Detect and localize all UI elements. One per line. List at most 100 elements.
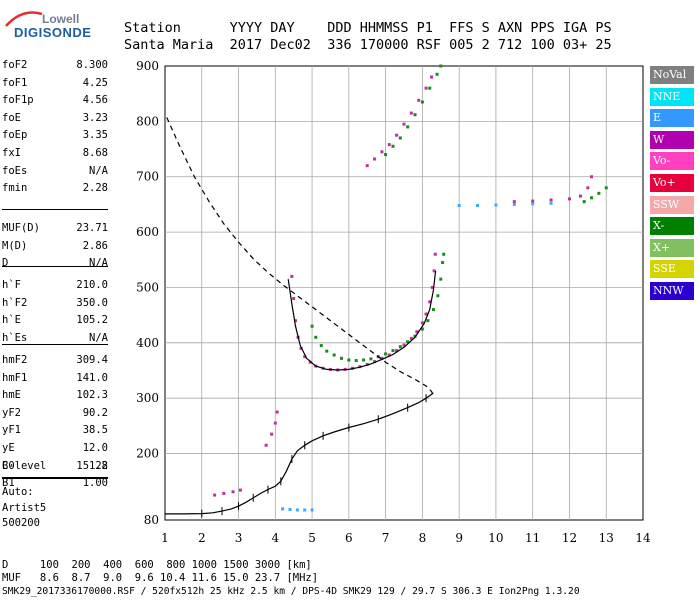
legend-item: NoVal (650, 66, 694, 84)
x-tick-label: 9 (455, 531, 463, 545)
legend-item: NNW (650, 282, 694, 300)
y-tick-label: 900 (136, 59, 159, 73)
data-point (290, 274, 294, 278)
data-point (476, 204, 480, 208)
data-point (567, 197, 571, 201)
param-row: foF2 8.300 (2, 59, 108, 73)
param-value: 22 (95, 460, 108, 472)
param-value: 38.5 (82, 424, 108, 437)
legend-item: X+ (650, 238, 694, 257)
data-point (439, 277, 443, 281)
legend-item: Vo+ (650, 174, 694, 192)
x-tick-label: 5 (308, 531, 316, 545)
header-line-2: Santa Maria 2017 Dec02 336 170000 RSF 00… (124, 37, 612, 53)
param-value: 141.0 (76, 371, 108, 384)
param-value: 8.300 (76, 59, 108, 71)
y-tick-label: 600 (136, 225, 159, 239)
data-point (319, 344, 323, 348)
param-label: yE (2, 442, 15, 454)
param-divider (2, 477, 108, 478)
data-point (436, 294, 440, 298)
data-point (428, 86, 432, 90)
data-point (431, 308, 435, 312)
data-point (292, 297, 296, 301)
data-point (457, 204, 461, 208)
auto-line: 500200 (2, 517, 40, 529)
param-row: foEs N/A (2, 165, 108, 179)
param-row: yF2 90.2 (2, 407, 108, 421)
data-point (347, 358, 351, 362)
param-row: B0 151.8 (2, 460, 108, 474)
param-value: 151.8 (76, 459, 108, 472)
param-value: N/A (89, 331, 108, 344)
auto-line: Auto: (2, 486, 34, 498)
data-point (275, 410, 279, 414)
param-divider (2, 266, 108, 267)
data-point (295, 508, 299, 512)
param-label: yF1 (2, 424, 21, 437)
data-point (270, 432, 274, 436)
param-row: yE 12.0 (2, 442, 108, 456)
data-point (417, 98, 421, 102)
param-value: 23.71 (76, 222, 108, 234)
data-point (384, 153, 388, 157)
data-point (406, 125, 410, 129)
param-value: 102.3 (76, 389, 108, 402)
param-value: 2.28 (82, 182, 108, 195)
data-point (380, 356, 384, 360)
data-point (435, 72, 439, 76)
data-point (604, 186, 608, 190)
x-tick-label: 2 (198, 531, 206, 545)
data-point (273, 421, 277, 425)
param-row: h`E 105.2 (2, 314, 108, 328)
data-point (398, 345, 402, 349)
param-value: 3.23 (82, 111, 108, 124)
data-point (303, 508, 307, 512)
data-point (310, 324, 314, 328)
param-row: foE 3.23 (2, 112, 108, 126)
param-label: B1 (2, 477, 15, 490)
param-label: B0 (2, 459, 15, 472)
data-point (441, 261, 445, 265)
logo-swoosh-icon (5, 11, 43, 27)
param-value: 12.0 (82, 442, 108, 454)
param-label: h`E (2, 314, 21, 327)
param-label: hmE (2, 389, 21, 402)
data-point (424, 312, 428, 316)
param-row: MUF(D) 23.71 (2, 222, 108, 236)
data-point (369, 357, 373, 361)
data-point (586, 186, 590, 190)
data-point (213, 493, 217, 497)
model-line (166, 117, 434, 396)
data-point (420, 327, 424, 331)
data-point (332, 353, 336, 357)
legend-item: Vo- (650, 152, 694, 171)
param-label: foE (2, 111, 21, 124)
param-value: 4.25 (82, 76, 108, 89)
param-value: 4.56 (82, 94, 108, 107)
param-value: N/A (89, 164, 108, 177)
legend-item: SSW (650, 195, 694, 214)
data-point (308, 360, 312, 364)
data-point (380, 150, 384, 154)
x-tick-label: 11 (525, 531, 540, 545)
data-point (281, 507, 285, 511)
footer-distance-line: D 100 200 400 600 800 1000 1500 3000 [km… (2, 559, 312, 571)
param-row: h`F 210.0 (2, 279, 108, 293)
data-point (439, 64, 443, 68)
y-tick-label: 200 (136, 447, 159, 461)
data-point (512, 202, 516, 206)
data-point (395, 349, 399, 353)
data-point (387, 143, 391, 147)
data-point (231, 490, 235, 494)
data-point (432, 269, 436, 273)
param-value: 2.86 (82, 239, 108, 252)
legend-item: E (650, 109, 694, 128)
y-tick-label: 500 (136, 280, 159, 294)
data-point (428, 300, 432, 304)
logo-lowell: Lowell (42, 12, 80, 26)
param-value: 350.0 (76, 296, 108, 309)
param-label: C-level (2, 460, 47, 472)
footer-muf-line: MUF 8.6 8.7 9.0 9.6 10.4 11.6 15.0 23.7 … (2, 572, 319, 584)
